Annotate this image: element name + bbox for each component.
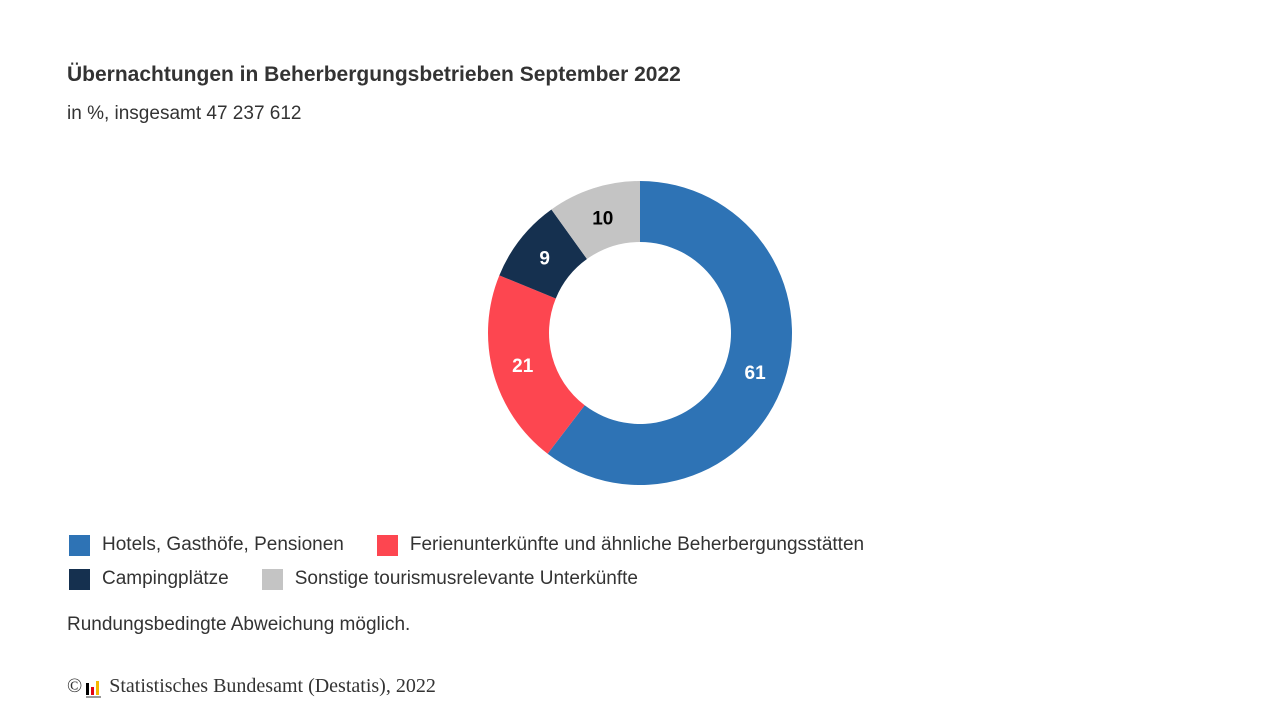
legend-label: Sonstige tourismusrelevante Unterkünfte (294, 568, 638, 589)
data-label: 61 (745, 363, 767, 384)
destatis-logo-icon (86, 679, 102, 698)
legend-swatch (69, 568, 90, 590)
legend: Hotels, Gasthöfe, Pensionen Ferienunterk… (69, 528, 897, 596)
source-line: © Statistisches Bundesamt (Destatis), 20… (67, 675, 436, 698)
legend-item: Sonstige tourismusrelevante Unterkünfte (261, 568, 638, 590)
chart-subtitle: in %, insgesamt 47 237 612 (67, 103, 302, 124)
legend-swatch (261, 568, 283, 590)
footnote: Rundungsbedingte Abweichung möglich. (67, 614, 411, 635)
legend-swatch (69, 534, 90, 556)
legend-item: Hotels, Gasthöfe, Pensionen (69, 534, 344, 556)
chart-title: Übernachtungen in Beherbergungsbetrieben… (67, 63, 681, 86)
donut-slice (488, 275, 585, 454)
legend-item: Campingplätze (69, 568, 229, 590)
legend-item: Ferienunterkünfte und ähnliche Beherberg… (376, 534, 865, 556)
legend-swatch (376, 534, 398, 556)
legend-label: Campingplätze (102, 568, 229, 589)
data-label: 9 (539, 249, 550, 270)
donut-slice (547, 181, 792, 485)
donut-slice (499, 209, 587, 299)
source-text: Statistisches Bundesamt (Destatis), 2022 (109, 675, 436, 697)
legend-label: Ferienunterkünfte und ähnliche Beherberg… (409, 534, 865, 555)
data-label: 21 (512, 356, 534, 377)
copyright-symbol: © (67, 675, 83, 697)
legend-label: Hotels, Gasthöfe, Pensionen (102, 534, 344, 555)
data-label: 10 (592, 208, 613, 229)
donut-slice (551, 181, 640, 260)
